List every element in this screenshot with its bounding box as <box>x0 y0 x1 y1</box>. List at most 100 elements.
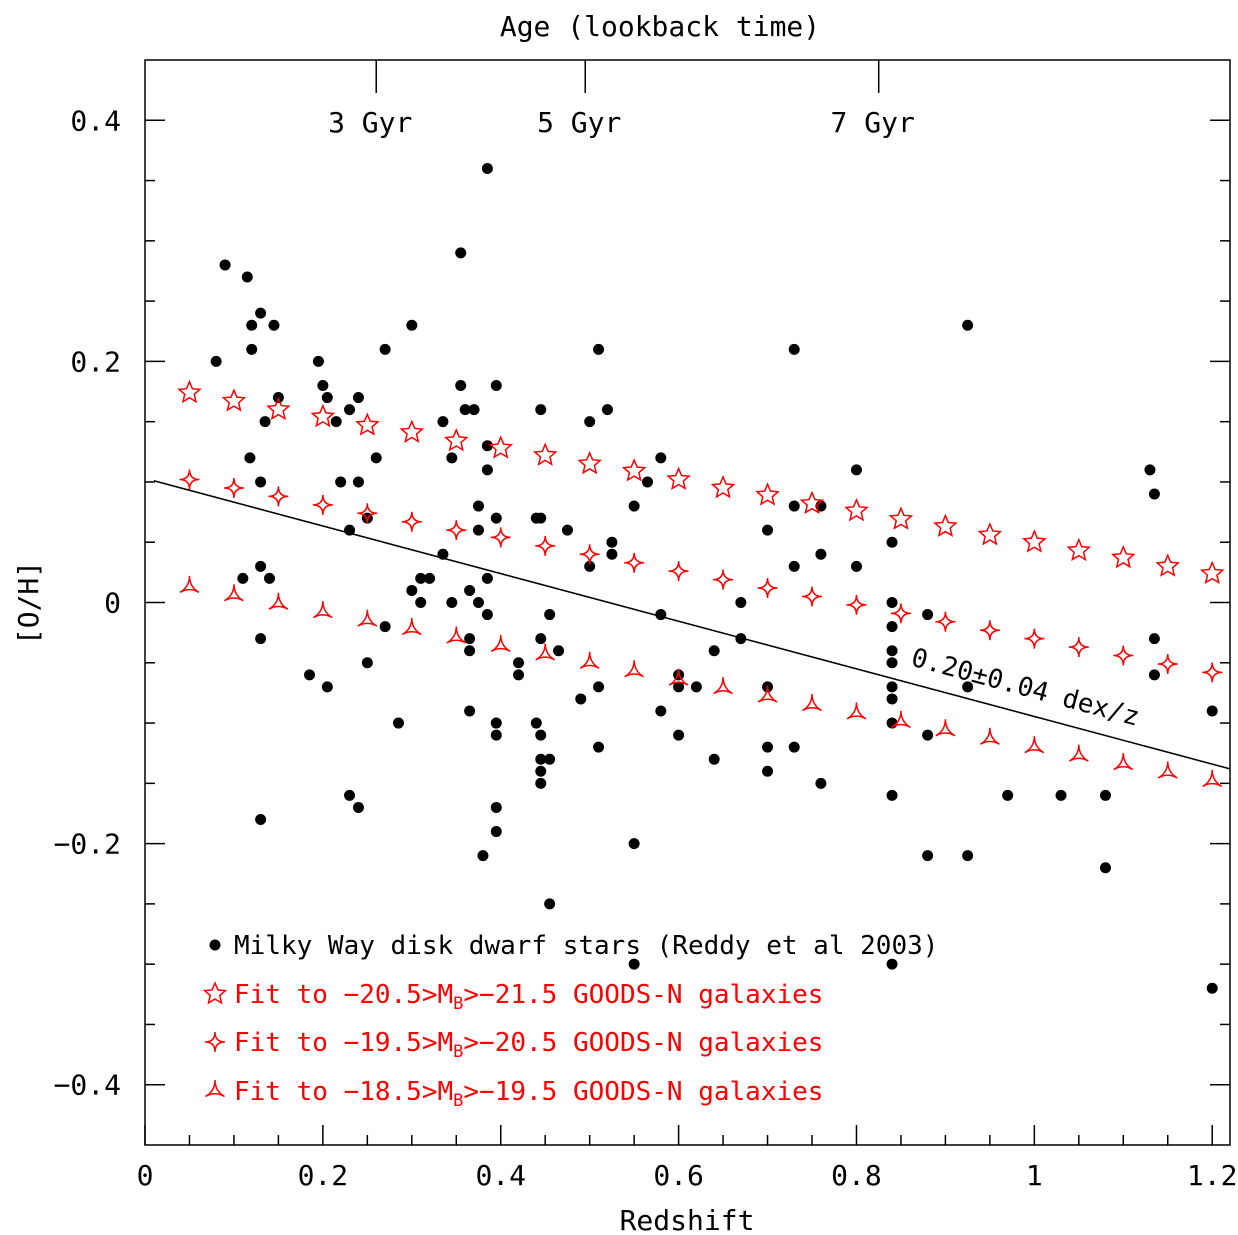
fit-line <box>153 480 1231 770</box>
data-point <box>317 380 329 391</box>
data-point <box>304 669 316 681</box>
fit-marker <box>888 506 914 530</box>
y-tick-label: 0.2 <box>70 345 121 378</box>
data-point <box>481 464 493 476</box>
data-point <box>481 609 493 621</box>
data-point <box>379 343 391 355</box>
legend-label: Milky Way disk dwarf stars (Reddy et al … <box>234 931 938 961</box>
data-point <box>513 657 525 669</box>
fit-marker <box>312 601 333 619</box>
data-point <box>437 416 449 428</box>
fit-marker <box>710 475 736 499</box>
legend-label: Fit to −19.5>MB>−20.5 GOODS-N galaxies <box>234 1028 823 1062</box>
x-tick-label: 1 <box>1026 1159 1043 1192</box>
data-point <box>241 271 253 283</box>
data-point <box>1206 705 1218 717</box>
data-point <box>553 645 565 657</box>
fit-marker <box>1024 736 1045 754</box>
data-point <box>464 705 476 717</box>
x-tick-label: 0 <box>137 1159 154 1192</box>
fit-marker <box>401 511 422 532</box>
data-point <box>708 645 720 657</box>
fit-marker <box>846 702 867 720</box>
fit-marker <box>268 486 289 507</box>
fit-marker <box>979 620 1000 641</box>
fit-marker <box>488 435 514 459</box>
data-point <box>628 958 640 970</box>
legend-label: Fit to −18.5>MB>−19.5 GOODS-N galaxies <box>234 1077 823 1111</box>
series-2 <box>179 469 1223 683</box>
data-point <box>459 404 471 416</box>
data-point <box>544 898 556 910</box>
data-point <box>535 765 547 777</box>
fit-marker <box>802 693 822 712</box>
data-point <box>255 633 267 645</box>
fit-marker <box>666 466 691 490</box>
data-point <box>535 729 547 741</box>
fit-marker <box>1110 544 1136 569</box>
data-point <box>468 404 480 416</box>
data-point <box>335 476 347 488</box>
data-point <box>628 500 640 512</box>
data-point <box>464 633 476 645</box>
data-point <box>312 355 324 367</box>
x-tick-label: 0.2 <box>298 1159 349 1192</box>
legend-marker <box>204 1031 226 1053</box>
data-point <box>415 572 427 584</box>
data-point <box>535 512 547 524</box>
data-point <box>593 741 605 753</box>
fit-marker <box>757 685 778 703</box>
legend-marker <box>209 939 221 951</box>
data-point <box>406 584 418 596</box>
fit-marker <box>890 603 911 624</box>
data-point <box>850 560 862 572</box>
fit-marker <box>355 412 380 436</box>
data-point <box>815 548 827 560</box>
data-point <box>788 560 800 572</box>
legend-label-text: >−20.5 GOODS-N galaxies <box>463 1028 823 1058</box>
data-point <box>455 247 467 259</box>
data-point <box>259 416 271 428</box>
data-point <box>415 597 427 608</box>
data-point <box>490 380 502 391</box>
data-point <box>455 380 467 391</box>
fit-marker <box>179 469 200 490</box>
data-point <box>886 693 898 705</box>
data-point <box>535 777 547 789</box>
legend-label: Fit to −20.5>MB>−21.5 GOODS-N galaxies <box>234 980 823 1014</box>
data-point <box>673 681 685 693</box>
fit-marker <box>579 651 600 669</box>
data-point <box>544 753 556 765</box>
top-axis-age-ticks: 3 Gyr 5 Gyr 7 Gyr <box>328 60 915 139</box>
data-point <box>788 500 800 512</box>
data-point <box>406 319 418 331</box>
fit-marker <box>801 586 823 607</box>
fit-marker <box>668 668 689 686</box>
data-point <box>655 609 667 621</box>
fit-marker <box>268 592 289 610</box>
fit-marker <box>668 561 689 582</box>
data-point <box>535 753 547 765</box>
data-point <box>490 717 502 729</box>
fit-marker <box>624 552 645 573</box>
fit-marker <box>1024 628 1045 649</box>
data-point <box>584 416 596 428</box>
data-point <box>255 560 267 572</box>
data-point <box>584 560 596 572</box>
fit-marker <box>535 535 556 556</box>
data-point <box>1002 789 1014 801</box>
fit-marker <box>757 578 778 599</box>
legend-label-text: >−21.5 GOODS-N galaxies <box>463 980 823 1010</box>
data-point <box>655 452 667 464</box>
data-point <box>1099 862 1111 874</box>
data-point <box>606 548 618 560</box>
data-point <box>1148 488 1160 500</box>
fit-marker <box>891 710 911 729</box>
data-point <box>344 524 356 536</box>
legend-label-subscript: B <box>453 994 463 1014</box>
fit-marker <box>357 609 378 627</box>
series-1 <box>177 379 1225 585</box>
fit-marker <box>579 544 600 565</box>
data-point <box>392 717 404 729</box>
